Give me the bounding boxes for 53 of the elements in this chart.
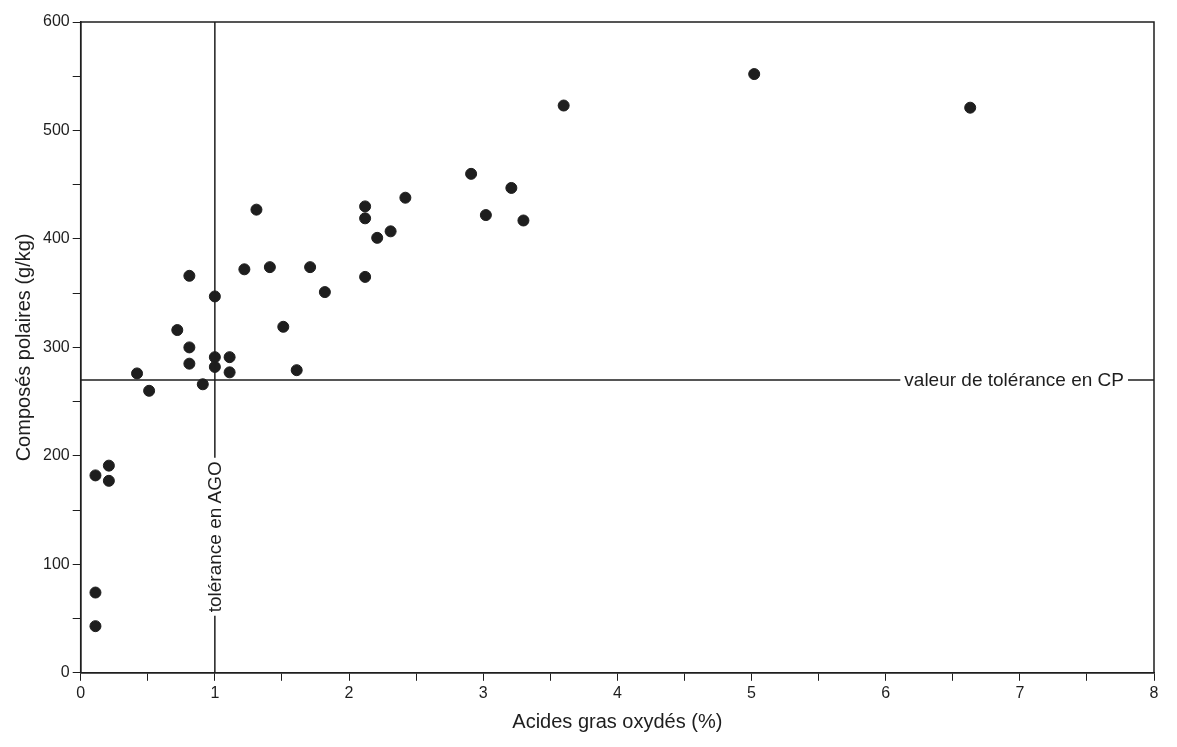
point xyxy=(399,191,412,204)
point xyxy=(89,620,102,633)
y-tick-label: 300 xyxy=(42,337,70,355)
y-tick-label: 0 xyxy=(60,663,70,681)
point xyxy=(102,474,115,487)
point xyxy=(479,209,492,222)
point xyxy=(748,68,761,81)
ref-line-label: valeur de tolérance en CP xyxy=(904,369,1124,391)
point xyxy=(143,384,156,397)
ref-line-label: tolérance en AGO xyxy=(204,461,226,613)
x-tick-label: 6 xyxy=(881,683,891,701)
point xyxy=(557,99,570,112)
point xyxy=(223,351,236,364)
point xyxy=(277,320,290,333)
point xyxy=(290,364,303,377)
x-tick-label: 4 xyxy=(612,683,622,701)
y-tick-label: 600 xyxy=(42,12,70,30)
x-tick-label: 2 xyxy=(344,683,354,701)
point xyxy=(371,231,384,244)
point xyxy=(359,212,372,225)
point xyxy=(183,269,196,282)
x-tick-label: 7 xyxy=(1015,683,1025,701)
point xyxy=(517,214,530,227)
point xyxy=(223,366,236,379)
y-tick-label: 500 xyxy=(42,120,70,138)
point xyxy=(131,367,144,380)
point xyxy=(964,101,977,114)
point xyxy=(89,469,102,482)
x-tick-label: 1 xyxy=(210,683,220,701)
point xyxy=(384,225,397,238)
x-tick-label: 3 xyxy=(478,683,488,701)
y-tick-label: 100 xyxy=(42,554,70,572)
y-axis-title: Composés polaires (g/kg) xyxy=(11,233,34,462)
y-tick-label: 200 xyxy=(42,446,70,464)
point xyxy=(263,261,276,274)
x-axis-title: Acides gras oxydés (%) xyxy=(512,709,723,732)
x-tick-label: 5 xyxy=(747,683,757,701)
point xyxy=(238,263,251,276)
y-tick-label: 400 xyxy=(42,229,70,247)
point xyxy=(359,270,372,283)
point xyxy=(171,324,184,337)
point xyxy=(250,203,263,216)
point xyxy=(304,261,317,274)
point xyxy=(102,459,115,472)
x-tick-label: 8 xyxy=(1149,683,1159,701)
point xyxy=(505,181,518,194)
point xyxy=(465,167,478,180)
point xyxy=(318,286,331,299)
point xyxy=(183,357,196,370)
point xyxy=(183,341,196,354)
point xyxy=(89,586,102,599)
x-tick-label: 0 xyxy=(76,683,86,701)
point xyxy=(359,200,372,213)
